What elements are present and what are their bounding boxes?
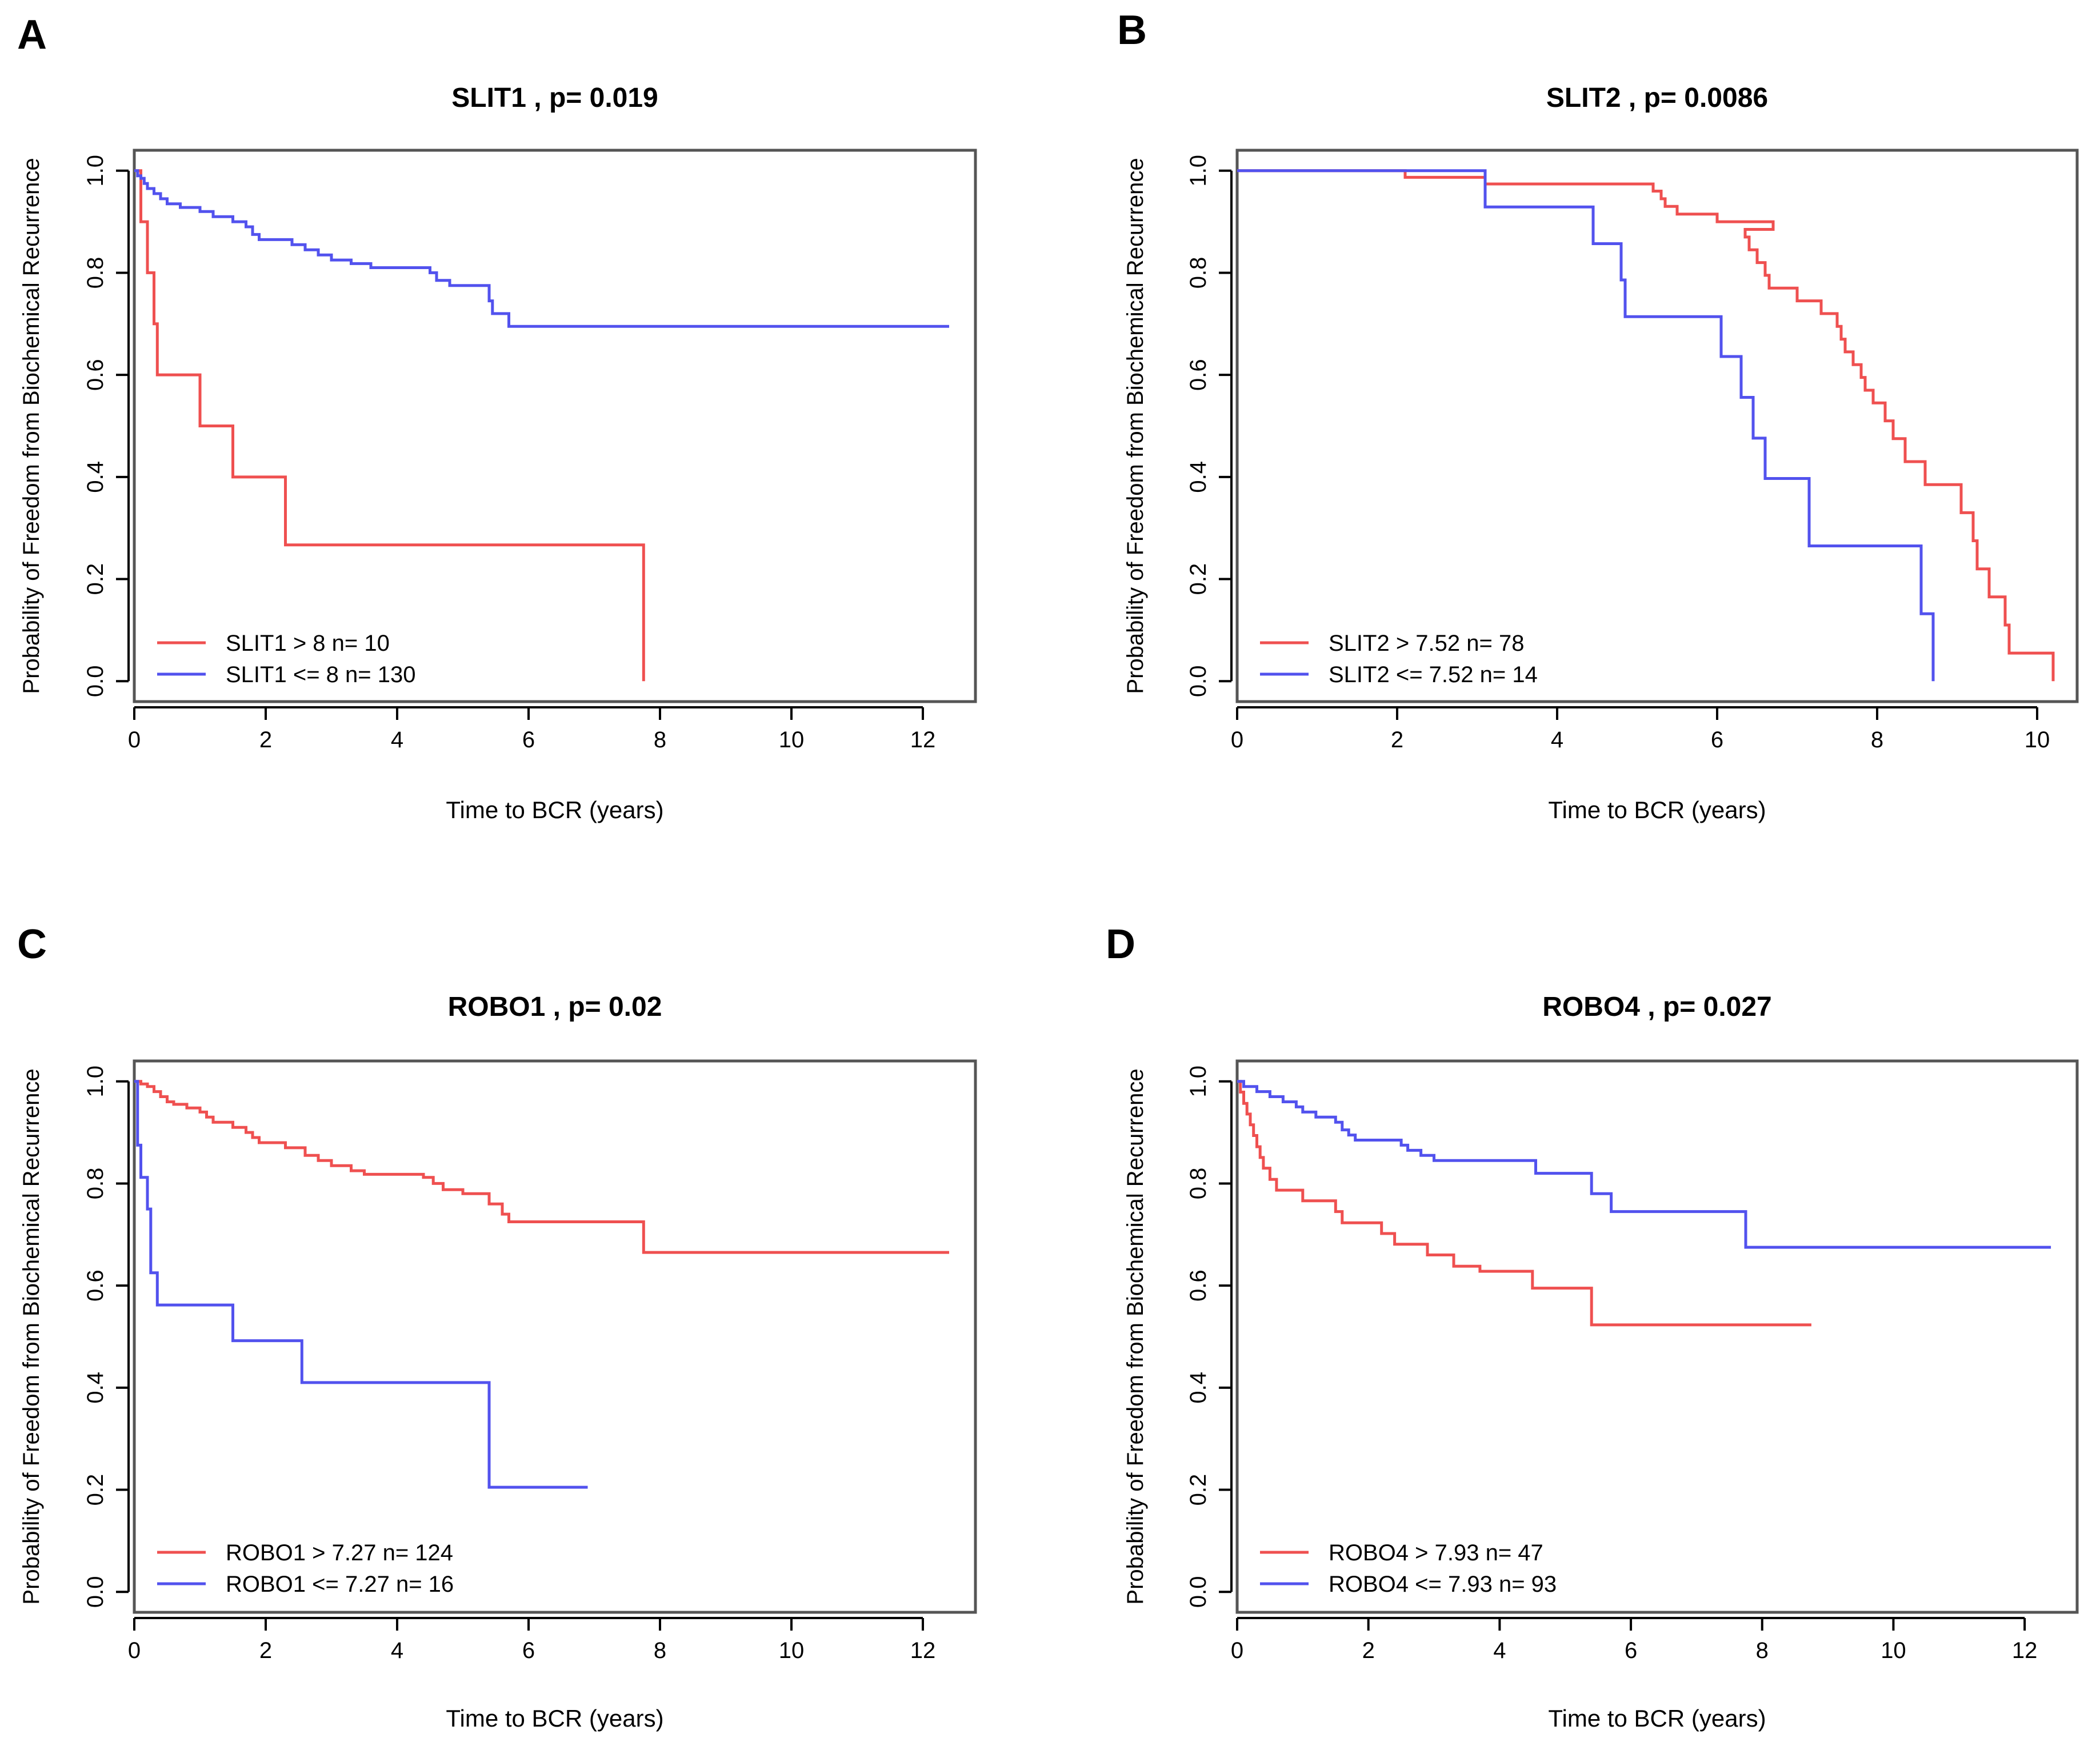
y-tick-label: 0.4 bbox=[83, 1372, 108, 1404]
panel-letter-d: D bbox=[1106, 922, 1135, 967]
km-curve-red bbox=[1237, 1080, 1811, 1327]
x-axis-label: Time to BCR (years) bbox=[1548, 1705, 1766, 1732]
chart-title: ROBO4 , p= 0.027 bbox=[1542, 992, 1772, 1022]
x-tick-label: 8 bbox=[1871, 727, 1883, 752]
km-panel-4: ROBO4 , p= 0.027 0 2 4 6 8 10 12 0.0 0.2 0.4 0.6 0.8… bbox=[1123, 992, 2079, 1732]
legend-label: SLIT1 > 8 n= 10 bbox=[226, 631, 390, 656]
y-tick-label: 1.0 bbox=[1186, 155, 1211, 187]
y-tick-label: 0.0 bbox=[83, 665, 108, 697]
x-tick-label: 12 bbox=[2012, 1638, 2038, 1663]
plot-frame bbox=[133, 1059, 977, 1614]
km-panel-2: SLIT2 , p= 0.0086 0 2 4 6 8 10 0.0 0.2 0.4 0.6 0.8 1… bbox=[1123, 83, 2079, 823]
x-tick-label: 2 bbox=[1391, 727, 1403, 752]
chart-title: SLIT2 , p= 0.0086 bbox=[1546, 83, 1768, 113]
y-tick-label: 1.0 bbox=[83, 155, 108, 187]
y-tick-label: 0.6 bbox=[83, 359, 108, 391]
y-tick-label: 0.2 bbox=[83, 563, 108, 595]
x-tick-label: 2 bbox=[259, 727, 272, 752]
y-tick-label: 0.0 bbox=[83, 1576, 108, 1608]
x-tick-label: 10 bbox=[779, 1638, 805, 1663]
x-tick-label: 2 bbox=[1362, 1638, 1375, 1663]
x-tick-label: 0 bbox=[128, 727, 141, 752]
y-tick-label: 1.0 bbox=[1186, 1066, 1211, 1098]
panel-letter-b: B bbox=[1117, 7, 1147, 53]
chart-title: SLIT1 , p= 0.019 bbox=[451, 83, 658, 113]
y-tick-label: 0.4 bbox=[1186, 461, 1211, 493]
x-tick-label: 0 bbox=[1231, 1638, 1243, 1663]
plot-frame bbox=[1235, 149, 2079, 703]
km-panel-3: ROBO1 , p= 0.02 0 2 4 6 8 10 12 0.0 0.2 0.4 0.6 0.8 1… bbox=[19, 992, 977, 1732]
plot-frame bbox=[133, 149, 977, 703]
x-tick-label: 10 bbox=[779, 727, 805, 752]
y-tick-label: 0.6 bbox=[1186, 359, 1211, 391]
y-tick-label: 0.4 bbox=[83, 461, 108, 493]
legend-label: ROBO1 <= 7.27 n= 16 bbox=[226, 1572, 454, 1597]
km-curve-red bbox=[1237, 169, 2055, 682]
km-curve-blue bbox=[1237, 1080, 2051, 1249]
km-panel-1: SLIT1 , p= 0.019 0 2 4 6 8 10 12 0.0 0.2 0.4 0.6 0.8… bbox=[19, 83, 977, 823]
km-curve-blue bbox=[134, 169, 949, 328]
y-tick-label: 0.0 bbox=[1186, 665, 1211, 697]
y-tick-label: 1.0 bbox=[83, 1066, 108, 1098]
chart-title: ROBO1 , p= 0.02 bbox=[448, 992, 662, 1022]
x-tick-label: 10 bbox=[2025, 727, 2050, 752]
plot-frame bbox=[1235, 1059, 2079, 1614]
x-tick-label: 8 bbox=[654, 727, 666, 752]
km-curve-blue bbox=[1237, 169, 1935, 682]
y-axis-label: Probability of Freedom from Biochemical … bbox=[1123, 158, 1148, 694]
x-tick-label: 4 bbox=[391, 727, 403, 752]
x-tick-label: 4 bbox=[1551, 727, 1563, 752]
legend-label: ROBO4 > 7.93 n= 47 bbox=[1329, 1540, 1543, 1565]
panel-letter-c: C bbox=[17, 922, 47, 967]
legend-label: ROBO1 > 7.27 n= 124 bbox=[226, 1540, 453, 1565]
y-tick-label: 0.8 bbox=[83, 257, 108, 289]
legend-label: SLIT1 <= 8 n= 130 bbox=[226, 662, 415, 687]
km-curve-blue bbox=[134, 1080, 588, 1489]
y-tick-label: 0.6 bbox=[83, 1270, 108, 1302]
y-tick-label: 0.8 bbox=[1186, 257, 1211, 289]
x-tick-label: 2 bbox=[259, 1638, 272, 1663]
legend-label: SLIT2 > 7.52 n= 78 bbox=[1329, 631, 1524, 656]
km-curve-red bbox=[134, 169, 645, 682]
x-axis-label: Time to BCR (years) bbox=[446, 1705, 663, 1732]
y-tick-label: 0.8 bbox=[83, 1168, 108, 1200]
km-curve-red bbox=[134, 1080, 949, 1254]
panel-letter-a: A bbox=[17, 12, 47, 58]
legend-label: SLIT2 <= 7.52 n= 14 bbox=[1329, 662, 1538, 687]
x-tick-label: 0 bbox=[1231, 727, 1243, 752]
y-tick-label: 0.2 bbox=[83, 1474, 108, 1506]
y-axis-label: Probability of Freedom from Biochemical … bbox=[1123, 1068, 1148, 1604]
y-axis-label: Probability of Freedom from Biochemical … bbox=[19, 158, 44, 694]
x-tick-label: 6 bbox=[1711, 727, 1723, 752]
y-tick-label: 0.2 bbox=[1186, 1474, 1211, 1506]
x-tick-label: 10 bbox=[1881, 1638, 1906, 1663]
x-tick-label: 0 bbox=[128, 1638, 141, 1663]
legend-label: ROBO4 <= 7.93 n= 93 bbox=[1329, 1572, 1557, 1597]
y-tick-label: 0.8 bbox=[1186, 1168, 1211, 1200]
y-axis-label: Probability of Freedom from Biochemical … bbox=[19, 1068, 44, 1604]
x-tick-label: 12 bbox=[910, 1638, 936, 1663]
x-tick-label: 8 bbox=[654, 1638, 666, 1663]
x-axis-label: Time to BCR (years) bbox=[446, 796, 663, 823]
x-tick-label: 12 bbox=[910, 727, 936, 752]
x-tick-label: 8 bbox=[1756, 1638, 1769, 1663]
y-tick-label: 0.2 bbox=[1186, 563, 1211, 595]
x-tick-label: 6 bbox=[1625, 1638, 1637, 1663]
x-tick-label: 6 bbox=[522, 1638, 535, 1663]
y-tick-label: 0.6 bbox=[1186, 1270, 1211, 1302]
y-tick-label: 0.0 bbox=[1186, 1576, 1211, 1608]
x-axis-label: Time to BCR (years) bbox=[1548, 796, 1766, 823]
x-tick-label: 6 bbox=[522, 727, 535, 752]
x-tick-label: 4 bbox=[1493, 1638, 1506, 1663]
x-tick-label: 4 bbox=[391, 1638, 403, 1663]
y-tick-label: 0.4 bbox=[1186, 1372, 1211, 1404]
